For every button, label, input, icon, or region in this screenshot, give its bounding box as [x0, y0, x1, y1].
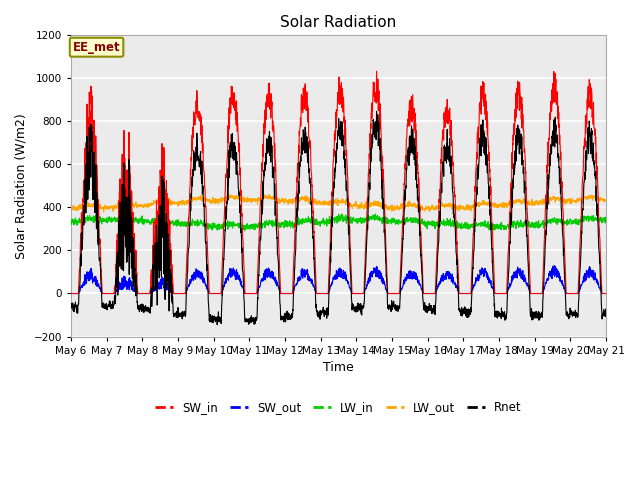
Line: Rnet: Rnet — [71, 111, 606, 324]
SW_in — [365, 152, 373, 157]
SW_in — [570, 290, 578, 296]
LW_in — [602, 219, 610, 225]
Rnet — [495, 313, 502, 319]
LW_in — [556, 218, 563, 224]
SW_out — [216, 290, 224, 296]
LW_in — [354, 216, 362, 222]
Legend: SW_in, SW_out, LW_in, LW_out, Rnet: SW_in, SW_out, LW_in, LW_out, Rnet — [150, 396, 527, 419]
SW_out — [555, 273, 563, 278]
Line: SW_out: SW_out — [71, 265, 606, 293]
LW_in — [366, 217, 374, 223]
SW_in — [372, 68, 380, 74]
SW_in — [494, 290, 502, 296]
LW_out — [570, 198, 578, 204]
LW_in — [570, 217, 578, 223]
SW_out — [354, 290, 362, 296]
SW_in — [354, 290, 362, 296]
SW_in — [67, 290, 75, 296]
SW_out — [67, 290, 75, 296]
Rnet — [366, 180, 374, 186]
LW_out — [266, 192, 273, 197]
Rnet — [570, 310, 578, 315]
LW_in — [372, 211, 380, 217]
SW_out — [570, 290, 578, 296]
Rnet — [602, 313, 610, 319]
LW_out — [366, 201, 374, 207]
Rnet — [213, 322, 221, 327]
SW_out — [550, 263, 558, 268]
Line: LW_out: LW_out — [71, 194, 606, 212]
LW_out — [100, 209, 108, 215]
LW_in — [216, 224, 224, 229]
SW_out — [365, 274, 373, 280]
SW_in — [216, 290, 224, 296]
LW_in — [495, 226, 502, 232]
Line: SW_in: SW_in — [71, 71, 606, 293]
LW_out — [67, 207, 75, 213]
SW_in — [555, 124, 563, 130]
Text: EE_met: EE_met — [73, 41, 120, 54]
LW_out — [602, 197, 610, 203]
LW_out — [495, 204, 502, 209]
LW_out — [556, 197, 563, 203]
Rnet — [372, 108, 380, 114]
Y-axis label: Solar Radiation (W/m2): Solar Radiation (W/m2) — [15, 113, 28, 259]
Rnet — [67, 302, 75, 308]
SW_out — [602, 290, 610, 296]
LW_in — [67, 218, 75, 224]
X-axis label: Time: Time — [323, 361, 354, 374]
Line: LW_in: LW_in — [71, 214, 606, 231]
Rnet — [556, 164, 563, 170]
Rnet — [354, 300, 362, 306]
LW_out — [355, 203, 362, 209]
LW_in — [241, 228, 248, 234]
LW_out — [216, 198, 224, 204]
Title: Solar Radiation: Solar Radiation — [280, 15, 397, 30]
SW_out — [494, 290, 502, 296]
SW_in — [602, 290, 610, 296]
Rnet — [216, 317, 224, 323]
